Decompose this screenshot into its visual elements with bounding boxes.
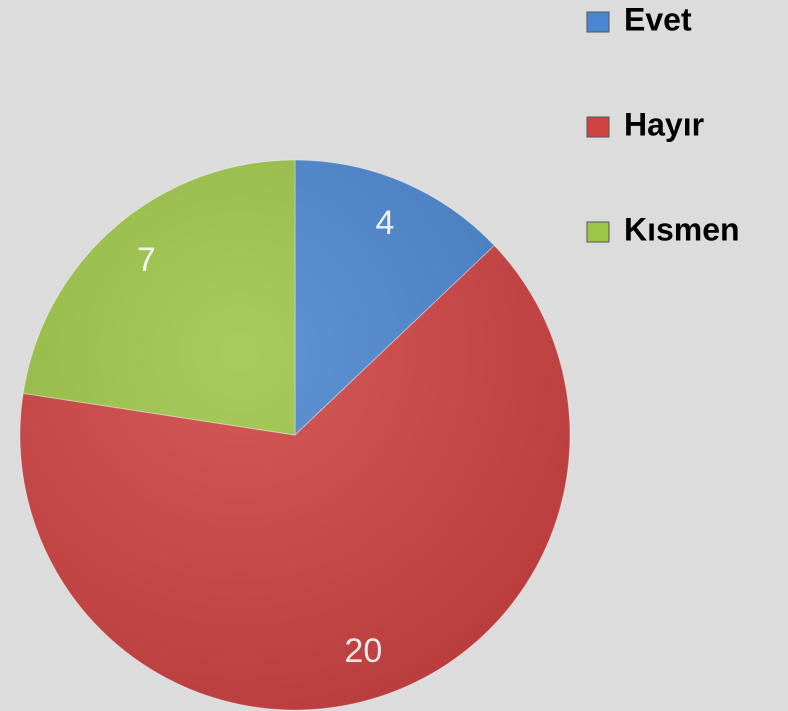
legend-label: Kısmen <box>624 211 740 247</box>
legend-swatch <box>586 116 610 138</box>
pie-slice <box>22 159 296 436</box>
legend-swatch <box>586 11 610 33</box>
legend-swatch <box>586 221 610 243</box>
data-label: 4 <box>376 204 395 242</box>
data-label: 20 <box>344 632 382 670</box>
legend-label: Evet <box>624 1 692 37</box>
data-label: 7 <box>137 241 156 279</box>
legend-label: Hayır <box>624 106 704 142</box>
